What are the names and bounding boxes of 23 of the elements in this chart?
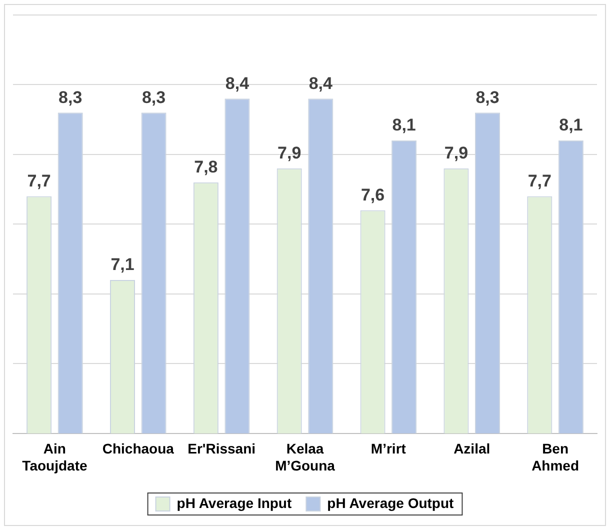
data-label: 7,1 bbox=[110, 255, 134, 274]
x-tick-label: Kelaa M’Gouna bbox=[275, 440, 336, 474]
legend-label: pH Average Input bbox=[176, 494, 292, 511]
data-label: 8,3 bbox=[142, 88, 166, 107]
data-label: 8,1 bbox=[392, 116, 416, 135]
data-label: 8,3 bbox=[58, 88, 82, 107]
data-label: 8,3 bbox=[476, 88, 500, 107]
x-tick-label: M’rirt bbox=[370, 440, 406, 457]
data-label: 8,1 bbox=[559, 116, 583, 135]
data-label: 8,4 bbox=[225, 74, 250, 93]
data-label: 7,7 bbox=[528, 171, 552, 190]
data-label: 7,6 bbox=[360, 185, 385, 204]
data-label: 8,4 bbox=[308, 74, 333, 93]
data-label: 7,9 bbox=[278, 144, 302, 163]
legend-label: pH Average Output bbox=[327, 494, 454, 511]
data-label: 7,9 bbox=[444, 144, 468, 163]
x-tick-label: Azilal bbox=[454, 440, 490, 457]
data-label: 7,8 bbox=[194, 158, 218, 177]
x-tick-label: Er'Rissani bbox=[188, 440, 256, 457]
data-label: 7,7 bbox=[27, 171, 51, 190]
x-tick-label: Chichaoua bbox=[102, 440, 174, 457]
x-tick-label: Ben Ahmed bbox=[532, 440, 580, 474]
x-tick-label: Ain Taoujdate bbox=[22, 440, 88, 474]
